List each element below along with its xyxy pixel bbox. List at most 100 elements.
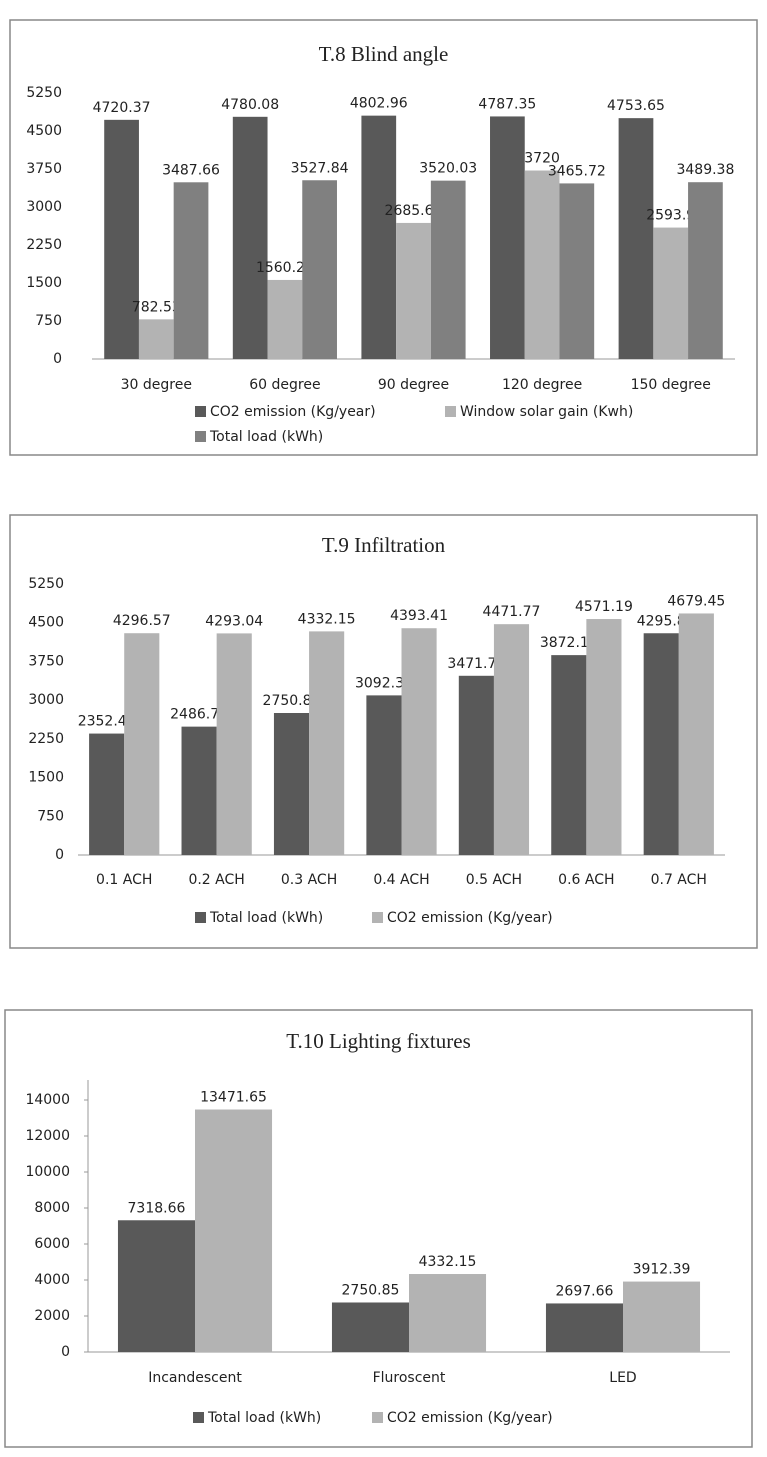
data-label: 2697.66 bbox=[556, 1283, 614, 1299]
data-label: 3520.03 bbox=[419, 161, 477, 177]
bar bbox=[104, 119, 139, 359]
y-tick-label: 4000 bbox=[34, 1272, 70, 1288]
bar bbox=[490, 116, 525, 359]
bar bbox=[309, 631, 345, 855]
x-tick-label: 0.7 ACH bbox=[651, 872, 707, 888]
bar bbox=[623, 1281, 701, 1352]
data-label: 2486.79 bbox=[170, 707, 228, 723]
bar bbox=[216, 633, 252, 855]
data-label: 4780.08 bbox=[221, 97, 279, 113]
x-tick-label: 30 degree bbox=[121, 377, 192, 393]
y-tick-label: 3750 bbox=[26, 161, 62, 177]
y-tick-label: 5250 bbox=[28, 576, 64, 592]
bar bbox=[430, 180, 466, 359]
bar bbox=[401, 628, 437, 855]
data-label: 3527.84 bbox=[291, 160, 349, 176]
bar bbox=[302, 180, 337, 359]
legend-label: Total load (kWh) bbox=[209, 429, 323, 445]
data-label: 3912.39 bbox=[633, 1262, 691, 1278]
legend-swatch bbox=[445, 406, 456, 417]
bar bbox=[618, 118, 654, 359]
y-tick-label: 0 bbox=[61, 1344, 70, 1360]
y-tick-label: 10000 bbox=[25, 1164, 70, 1180]
bar bbox=[181, 726, 217, 855]
y-tick-label: 14000 bbox=[25, 1092, 70, 1108]
chart-frame bbox=[9, 514, 758, 949]
data-label: 4753.65 bbox=[607, 98, 665, 114]
y-tick-label: 2000 bbox=[34, 1308, 70, 1324]
data-label: 4293.04 bbox=[205, 613, 263, 629]
bar bbox=[331, 1302, 409, 1352]
data-label: 3489.38 bbox=[676, 162, 734, 178]
bar bbox=[396, 222, 431, 359]
data-label: 4471.77 bbox=[483, 604, 541, 620]
data-label: 2352.41 bbox=[78, 714, 136, 730]
bar bbox=[273, 713, 310, 855]
legend-swatch bbox=[372, 912, 383, 923]
data-label: 1560.26 bbox=[256, 260, 314, 276]
data-label: 3471.77 bbox=[447, 656, 505, 672]
data-label: 3092.32 bbox=[355, 675, 413, 691]
legend-swatch bbox=[195, 406, 206, 417]
bar bbox=[559, 183, 595, 359]
x-tick-label: LED bbox=[609, 1370, 636, 1386]
data-label: 3720 bbox=[524, 151, 560, 167]
y-tick-label: 5250 bbox=[26, 85, 62, 101]
bar bbox=[267, 279, 303, 359]
x-tick-label: 0.2 ACH bbox=[188, 872, 244, 888]
x-tick-label: Fluroscent bbox=[373, 1370, 446, 1386]
data-label: 782.53 bbox=[132, 299, 181, 315]
y-tick-label: 2250 bbox=[28, 731, 64, 747]
bar bbox=[524, 170, 560, 359]
bar bbox=[124, 633, 160, 855]
data-label: 2685.68 bbox=[385, 203, 443, 219]
data-label: 2593.9 bbox=[646, 208, 695, 224]
data-label: 4720.37 bbox=[93, 100, 151, 116]
y-tick-label: 750 bbox=[37, 808, 64, 824]
legend-swatch bbox=[195, 912, 206, 923]
chart-frame bbox=[9, 19, 758, 456]
chart-frame bbox=[4, 1009, 753, 1448]
y-tick-label: 6000 bbox=[34, 1236, 70, 1252]
data-label: 4332.15 bbox=[298, 611, 356, 627]
data-label: 2750.85 bbox=[263, 693, 321, 709]
legend-swatch bbox=[193, 1412, 204, 1423]
legend-swatch bbox=[195, 431, 206, 442]
data-label: 2750.85 bbox=[342, 1282, 400, 1298]
bar bbox=[688, 182, 723, 359]
data-label: 7318.66 bbox=[128, 1200, 186, 1216]
legend-label: CO2 emission (Kg/year) bbox=[387, 1410, 553, 1426]
x-tick-label: Incandescent bbox=[148, 1370, 242, 1386]
bar bbox=[409, 1274, 487, 1352]
legend-swatch bbox=[372, 1412, 383, 1423]
bar bbox=[361, 115, 397, 359]
chart-title: T.10 Lighting fixtures bbox=[286, 1029, 471, 1053]
bar bbox=[643, 633, 679, 855]
data-label: 4393.41 bbox=[390, 608, 448, 624]
bar bbox=[366, 695, 402, 855]
y-tick-label: 8000 bbox=[34, 1200, 70, 1216]
x-tick-label: 60 degree bbox=[249, 377, 320, 393]
y-tick-label: 3000 bbox=[28, 692, 64, 708]
data-label: 4571.19 bbox=[575, 599, 633, 615]
y-tick-label: 0 bbox=[53, 351, 62, 367]
bar bbox=[117, 1220, 195, 1352]
bar bbox=[232, 116, 268, 359]
x-tick-label: 0.5 ACH bbox=[466, 872, 522, 888]
legend-label: Total load (kWh) bbox=[207, 1410, 321, 1426]
bar bbox=[89, 733, 125, 855]
y-tick-label: 1500 bbox=[28, 770, 64, 786]
y-tick-label: 3000 bbox=[26, 199, 62, 215]
y-tick-label: 4500 bbox=[26, 123, 62, 139]
y-tick-label: 2250 bbox=[26, 237, 62, 253]
y-tick-label: 12000 bbox=[25, 1128, 70, 1144]
data-label: 4787.35 bbox=[478, 96, 536, 112]
y-tick-label: 4500 bbox=[28, 615, 64, 631]
data-label: 3487.66 bbox=[162, 162, 220, 178]
bar bbox=[586, 619, 622, 855]
legend-label: Total load (kWh) bbox=[209, 910, 323, 926]
x-tick-label: 0.3 ACH bbox=[281, 872, 337, 888]
chart-title: T.8 Blind angle bbox=[319, 42, 449, 66]
data-label: 3465.72 bbox=[548, 163, 606, 179]
